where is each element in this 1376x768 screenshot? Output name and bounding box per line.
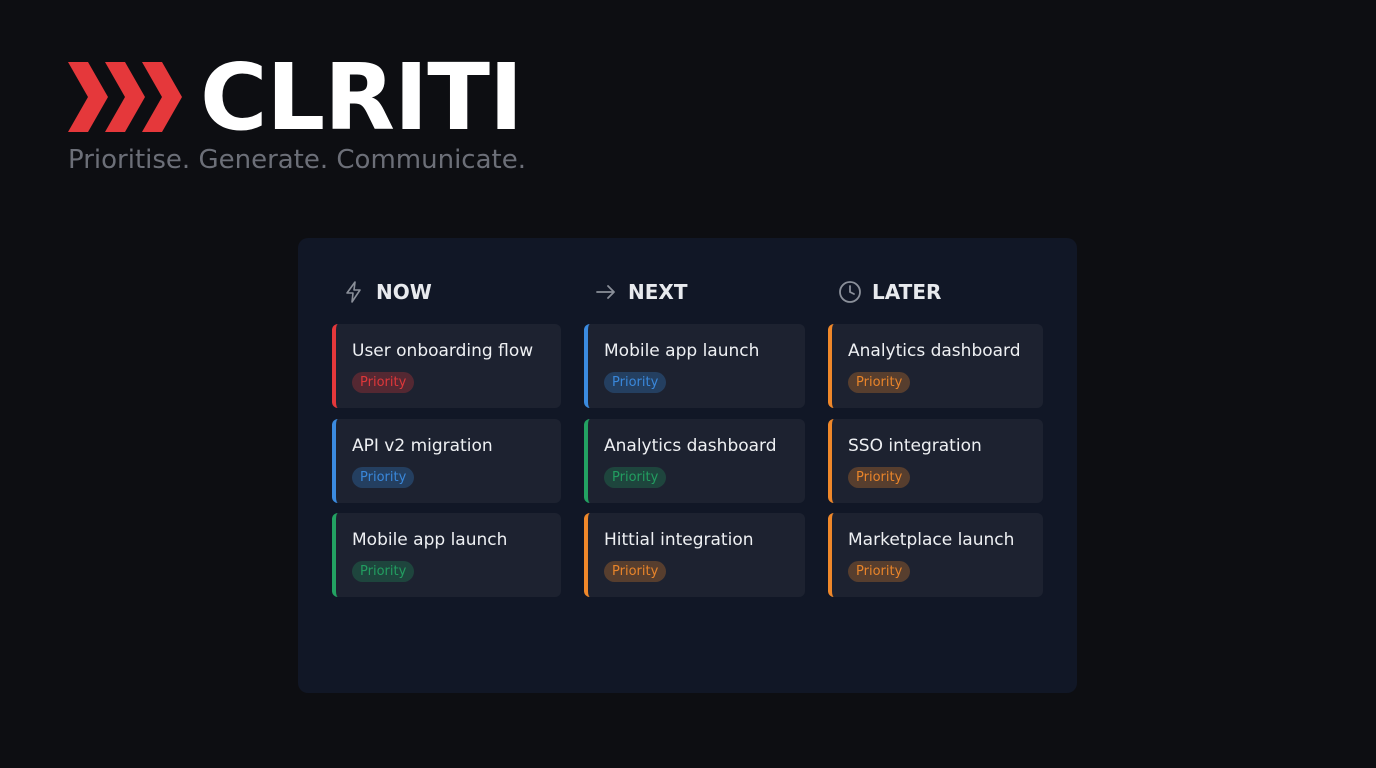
card-title: User onboarding flow [352, 341, 534, 361]
card-title: Analytics dashboard [604, 436, 777, 456]
priority-badge: Priority [848, 467, 911, 488]
roadmap-card[interactable]: API v2 migration Priority [332, 419, 561, 503]
priority-badge: Priority [848, 561, 911, 582]
roadmap-card[interactable]: Hittial integration Priority [584, 513, 805, 597]
roadmap-card[interactable]: Mobile app launch Priority [584, 324, 805, 408]
tagline: Prioritise. Generate. Communicate. [68, 145, 526, 175]
roadmap-card[interactable]: Mobile app launch Priority [332, 513, 561, 597]
priority-badge: Priority [604, 467, 667, 488]
column-header-next: NEXT [594, 280, 687, 304]
column-title: NEXT [628, 280, 688, 304]
column-title: LATER [872, 280, 942, 304]
column-title: NOW [376, 280, 432, 304]
priority-badge: Priority [352, 372, 415, 393]
brand-name: CLRITI [200, 44, 523, 151]
roadmap-board: NOW User onboarding flow Priority API v2 mi… [298, 238, 1077, 693]
column-header-now: NOW [342, 280, 432, 304]
logo [68, 62, 184, 132]
arrow-right-icon [596, 285, 615, 299]
roadmap-card[interactable]: Marketplace launch Priority [828, 513, 1043, 597]
card-title: Marketplace launch [848, 530, 1015, 550]
card-title: Mobile app launch [352, 530, 508, 550]
roadmap-card[interactable]: SSO integration Priority [828, 419, 1043, 503]
column-header-later: LATER [838, 280, 941, 304]
clock-icon [839, 281, 861, 303]
priority-badge: Priority [352, 467, 415, 488]
roadmap-card[interactable]: User onboarding flow Priority [332, 324, 561, 408]
card-title: Mobile app launch [604, 341, 760, 361]
priority-badge: Priority [604, 372, 667, 393]
lightning-icon [346, 281, 361, 303]
roadmap-card[interactable]: Analytics dashboard Priority [584, 419, 805, 503]
card-title: Analytics dashboard [848, 341, 1021, 361]
priority-badge: Priority [604, 561, 667, 582]
priority-badge: Priority [848, 372, 911, 393]
card-title: SSO integration [848, 436, 982, 456]
roadmap-card[interactable]: Analytics dashboard Priority [828, 324, 1043, 408]
priority-badge: Priority [352, 561, 415, 582]
chevrons-logo-icon [68, 62, 182, 132]
card-title: Hittial integration [604, 530, 754, 550]
card-title: API v2 migration [352, 436, 493, 456]
